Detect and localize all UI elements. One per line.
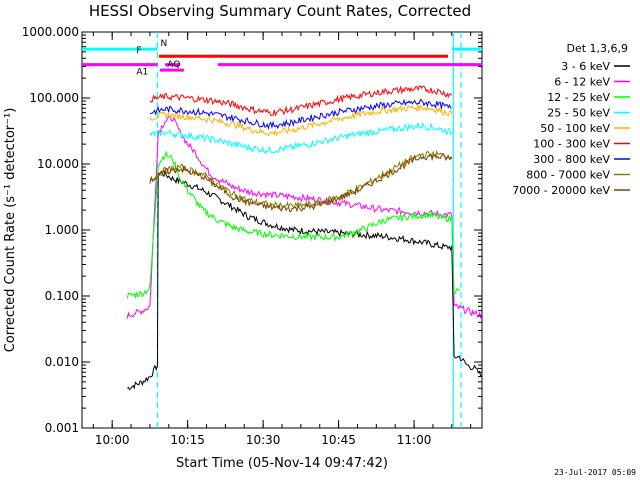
flag-label: N [160, 39, 167, 49]
legend-label: 300 - 800 keV [533, 153, 610, 166]
legend-label: 100 - 300 keV [533, 138, 610, 151]
y-tick-label: 1000.000 [22, 25, 79, 39]
y-tick-label: 1.000 [45, 223, 79, 237]
legend-label: 12 - 25 keV [547, 91, 610, 104]
series-line [149, 98, 452, 131]
series-line [126, 115, 483, 320]
y-tick-label: 0.001 [45, 421, 79, 435]
legend-title: Det 1,3,6,9 [566, 42, 628, 55]
y-axis: 0.001 0.010 0.100 1.000 10.000 100.000 1000.00… [22, 25, 482, 435]
series-group [126, 85, 483, 391]
x-axis: 10:00 10:15 10:30 10:45 11:00 [92, 32, 472, 447]
legend-label: 3 - 6 keV [561, 60, 610, 73]
x-tick-label: 10:45 [321, 433, 356, 447]
vertical-markers [156, 32, 462, 428]
x-tick-label: 11:00 [397, 433, 432, 447]
series-line [149, 121, 453, 154]
y-axis-label: Corrected Count Rate (s⁻¹ detector⁻¹) [3, 108, 18, 353]
y-tick-label: 10.000 [37, 157, 79, 171]
series-line [126, 150, 460, 299]
series-line [149, 85, 453, 117]
legend-label: 25 - 50 keV [547, 107, 610, 120]
flag-bars: N F A1 AQ [82, 39, 482, 78]
legend-label: 6 - 12 keV [554, 76, 610, 89]
legend-label: 7000 - 20000 keV [512, 184, 610, 197]
series-line [149, 104, 453, 137]
x-tick-label: 10:15 [170, 433, 205, 447]
x-tick-label: 10:00 [95, 433, 130, 447]
flag-label: AQ [167, 60, 180, 70]
legend-label: 50 - 100 keV [540, 122, 610, 135]
chart-title: HESSI Observing Summary Count Rates, Cor… [89, 2, 471, 20]
series-line [126, 169, 483, 391]
legend: Det 1,3,6,9 3 - 6 keV 6 - 12 keV 12 - 25 k… [512, 42, 630, 197]
x-axis-label: Start Time (05-Nov-14 09:47:42) [176, 456, 388, 471]
y-tick-label: 100.000 [29, 91, 79, 105]
series-line [149, 153, 453, 213]
flag-label: A1 [136, 68, 148, 78]
y-tick-label: 0.010 [45, 355, 79, 369]
x-tick-label: 10:30 [246, 433, 281, 447]
legend-label: 800 - 7000 keV [526, 169, 610, 182]
flag-label: F [136, 46, 141, 56]
y-tick-label: 0.100 [45, 289, 79, 303]
series-line [149, 149, 453, 210]
footer-timestamp: 23-Jul-2017 05:09 [554, 468, 636, 477]
